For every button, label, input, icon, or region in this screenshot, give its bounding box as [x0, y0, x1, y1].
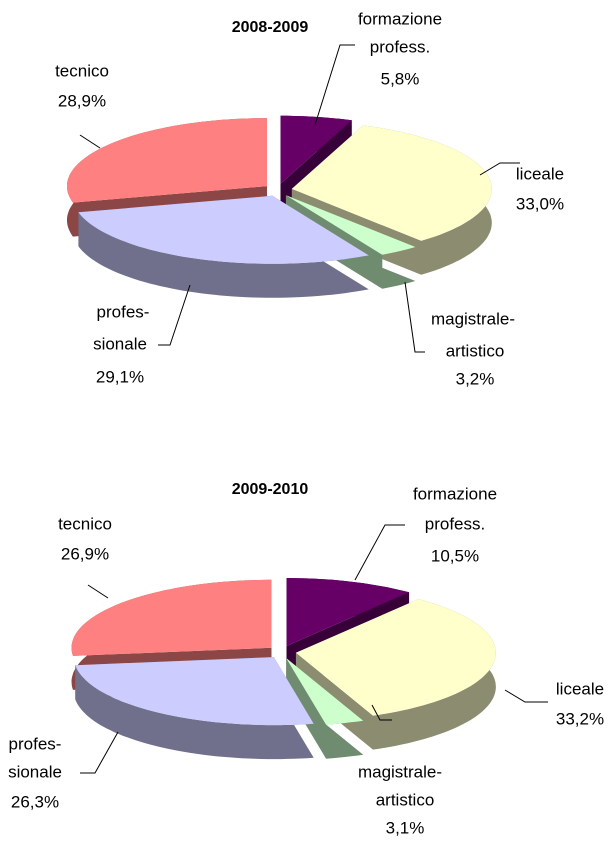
value-label: 28,9% — [58, 91, 106, 110]
slice-label: profess. — [425, 514, 485, 533]
leader-line — [504, 689, 548, 703]
slice — [78, 195, 369, 264]
slice — [280, 115, 352, 184]
slice — [285, 195, 416, 255]
leader-line — [87, 584, 109, 599]
slice-label: formazione — [358, 9, 442, 28]
slice-label: magistrale- — [358, 762, 442, 781]
slice — [286, 658, 364, 725]
leader-line — [79, 134, 101, 149]
slice — [295, 599, 496, 716]
pie-chart: 2009-2010 formazione profess. 10,5% liceale 3… — [8, 481, 604, 837]
slice-label: liceale — [556, 679, 604, 698]
leader-line — [404, 281, 425, 353]
leader-line — [314, 44, 355, 126]
slice-label: profes- — [97, 302, 150, 321]
pie-chart: 2008-2009 formazione profess. 5,8% liceale 33… — [55, 9, 564, 388]
leader-line — [371, 704, 392, 721]
slice-label: liceale — [516, 164, 564, 183]
value-label: 3,1% — [386, 818, 425, 837]
value-label: 10,5% — [431, 546, 479, 565]
leader-line — [354, 524, 405, 581]
value-label: 26,3% — [11, 792, 59, 811]
value-label: 3,2% — [456, 369, 495, 388]
leader-line — [80, 731, 119, 774]
leader-line — [479, 162, 520, 176]
value-label: 26,9% — [61, 544, 109, 563]
value-label: 5,8% — [381, 69, 420, 88]
slice-label: sionale — [8, 762, 62, 781]
slice-label: profess. — [370, 37, 430, 56]
slice-label: formazione — [413, 484, 497, 503]
chart-title: 2009-2010 — [232, 481, 309, 498]
slice-label: artistico — [446, 341, 505, 360]
slice-label: artistico — [376, 790, 435, 809]
leader-line — [158, 284, 191, 346]
slice — [291, 125, 492, 241]
chart-title: 2008-2009 — [232, 19, 309, 36]
value-label: 33,2% — [556, 709, 604, 728]
slice-label: profes- — [9, 734, 62, 753]
slice-label: tecnico — [55, 61, 109, 80]
slice — [71, 579, 272, 656]
slice-label: sionale — [93, 334, 147, 353]
slice — [286, 578, 410, 646]
slice-side — [285, 195, 416, 289]
slice — [67, 118, 267, 203]
slice — [75, 657, 314, 726]
slice-label: tecnico — [58, 514, 112, 533]
slice-label: magistrale- — [431, 309, 515, 328]
value-label: 29,1% — [96, 367, 144, 386]
value-label: 33,0% — [516, 194, 564, 213]
